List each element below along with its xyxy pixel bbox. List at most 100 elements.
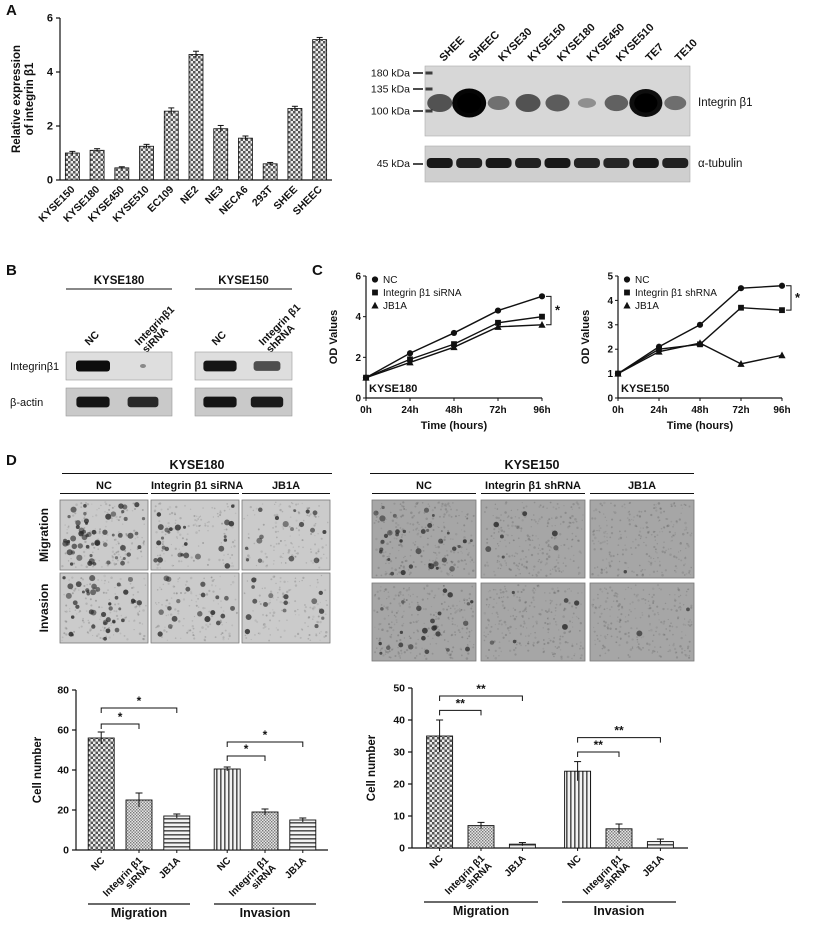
svg-text:80: 80	[57, 685, 69, 697]
svg-text:45 kDa: 45 kDa	[377, 158, 410, 170]
panel-a-western-blot: SHEE SHEECKYSE30KYSE150KYSE180KYSE450KYSE…	[371, 21, 753, 183]
svg-text:Cell number: Cell number	[32, 736, 44, 803]
svg-text:180 kDa: 180 kDa	[371, 68, 410, 80]
invasion-row-label: Invasion	[37, 583, 51, 633]
kyse150-column-label-shrna: Integrin β1 shRNA	[481, 480, 585, 494]
svg-text:NC: NC	[635, 275, 649, 286]
svg-text:JB1A: JB1A	[283, 855, 309, 881]
svg-text:Migration: Migration	[111, 906, 167, 920]
svg-text:SHEEC: SHEEC	[467, 29, 502, 64]
svg-text:JB1A: JB1A	[157, 855, 183, 881]
svg-text:Integrin β1siRNA: Integrin β1siRNA	[101, 855, 153, 907]
svg-text:*: *	[137, 694, 142, 708]
kyse180-micrograph-grid	[59, 499, 331, 644]
migration-row-label: Migration	[37, 508, 51, 562]
svg-text:Integrin β1shRNA: Integrin β1shRNA	[581, 853, 633, 905]
svg-text:Invasion: Invasion	[594, 904, 645, 918]
svg-text:1: 1	[607, 369, 613, 380]
svg-text:0h: 0h	[612, 405, 624, 416]
svg-text:Integrin β1 siRNA: Integrin β1 siRNA	[383, 288, 462, 299]
svg-text:2: 2	[607, 345, 613, 356]
panel-a-label: A	[6, 2, 17, 19]
svg-text:48h: 48h	[445, 405, 462, 416]
svg-text:Time (hours): Time (hours)	[667, 420, 734, 432]
svg-text:*: *	[263, 728, 268, 742]
svg-text:Time (hours): Time (hours)	[421, 420, 488, 432]
svg-text:NC: NC	[566, 853, 584, 871]
svg-text:*: *	[244, 742, 249, 756]
svg-text:β-actin: β-actin	[10, 397, 43, 409]
svg-text:Integrin β1siRNA: Integrin β1siRNA	[227, 855, 279, 907]
svg-text:6: 6	[47, 13, 53, 25]
svg-text:Integrin β1 shRNA: Integrin β1 shRNA	[635, 288, 717, 299]
svg-text:0: 0	[47, 175, 53, 187]
svg-text:α-tubulin: α-tubulin	[698, 158, 742, 170]
svg-text:OD Values: OD Values	[580, 310, 592, 364]
svg-text:Integrinβ1siRNA: Integrinβ1siRNA	[133, 304, 185, 356]
svg-text:40: 40	[393, 715, 405, 727]
svg-text:100 kDa: 100 kDa	[371, 106, 410, 118]
kyse180-column-label-nc: NC	[60, 480, 148, 494]
svg-text:KYSE150: KYSE150	[621, 383, 669, 395]
panel-c-label: C	[312, 262, 323, 279]
kyse180-assay-title: KYSE180	[62, 458, 332, 474]
svg-text:20: 20	[57, 805, 69, 817]
svg-text:KYSE180: KYSE180	[369, 383, 417, 395]
svg-text:**: **	[614, 724, 624, 738]
panel-b-western-blots: KYSE180 NC Integrinβ1siRNA KYSE150 NC Integri…	[10, 275, 311, 417]
svg-text:96h: 96h	[773, 405, 790, 416]
svg-text:*: *	[118, 710, 123, 724]
svg-text:0: 0	[399, 843, 405, 855]
svg-text:Integrin β1shRNA: Integrin β1shRNA	[443, 853, 495, 905]
kyse150-micrograph-grid	[371, 499, 695, 662]
svg-text:135 kDa: 135 kDa	[371, 84, 410, 96]
svg-text:Cell number: Cell number	[366, 734, 378, 801]
svg-text:Relative expressionof integrin: Relative expressionof integrin β1	[11, 45, 36, 153]
svg-text:NC: NC	[89, 855, 107, 873]
svg-text:JB1A: JB1A	[635, 301, 659, 312]
svg-text:72h: 72h	[732, 405, 749, 416]
svg-text:2: 2	[47, 121, 53, 133]
svg-text:**: **	[476, 682, 486, 696]
svg-text:48h: 48h	[691, 405, 708, 416]
svg-text:NC: NC	[428, 853, 446, 871]
svg-text:24h: 24h	[650, 405, 667, 416]
svg-text:2: 2	[355, 353, 361, 364]
svg-text:4: 4	[355, 312, 361, 323]
panel-d-label: D	[6, 452, 17, 469]
svg-text:*: *	[555, 303, 561, 318]
svg-text:EC109: EC109	[145, 184, 176, 215]
svg-text:40: 40	[57, 765, 69, 777]
svg-text:NE2: NE2	[178, 184, 201, 207]
kyse180-column-label-sirna: Integrin β1 siRNA	[151, 480, 244, 494]
svg-text:24h: 24h	[401, 405, 418, 416]
svg-text:TE10: TE10	[673, 37, 700, 64]
svg-text:10: 10	[393, 811, 405, 823]
svg-text:60: 60	[57, 725, 69, 737]
svg-text:72h: 72h	[489, 405, 506, 416]
svg-text:0: 0	[607, 394, 613, 405]
svg-text:0: 0	[355, 394, 361, 405]
panel-c-line-chart-kyse150: 0 1 2 3 4 5 0h 24h 48h 72h 96h Time (hours) OD Value…	[580, 272, 801, 433]
svg-text:Integrin β1shRNA: Integrin β1shRNA	[257, 302, 311, 356]
svg-text:NC: NC	[210, 329, 230, 349]
svg-text:TE7: TE7	[643, 41, 666, 64]
svg-text:JB1A: JB1A	[503, 853, 529, 879]
svg-text:KYSE180: KYSE180	[94, 275, 145, 287]
svg-text:30: 30	[393, 747, 405, 759]
kyse150-assay-title: KYSE150	[370, 458, 694, 474]
svg-text:4: 4	[47, 67, 54, 79]
svg-text:0h: 0h	[360, 405, 372, 416]
svg-text:0: 0	[63, 845, 69, 857]
svg-text:4: 4	[607, 296, 613, 307]
svg-text:*: *	[795, 290, 801, 305]
svg-text:96h: 96h	[533, 405, 550, 416]
svg-text:NC: NC	[215, 855, 233, 873]
svg-text:50: 50	[393, 683, 405, 695]
svg-text:KYSE150: KYSE150	[218, 275, 269, 287]
svg-text:JB1A: JB1A	[383, 301, 407, 312]
